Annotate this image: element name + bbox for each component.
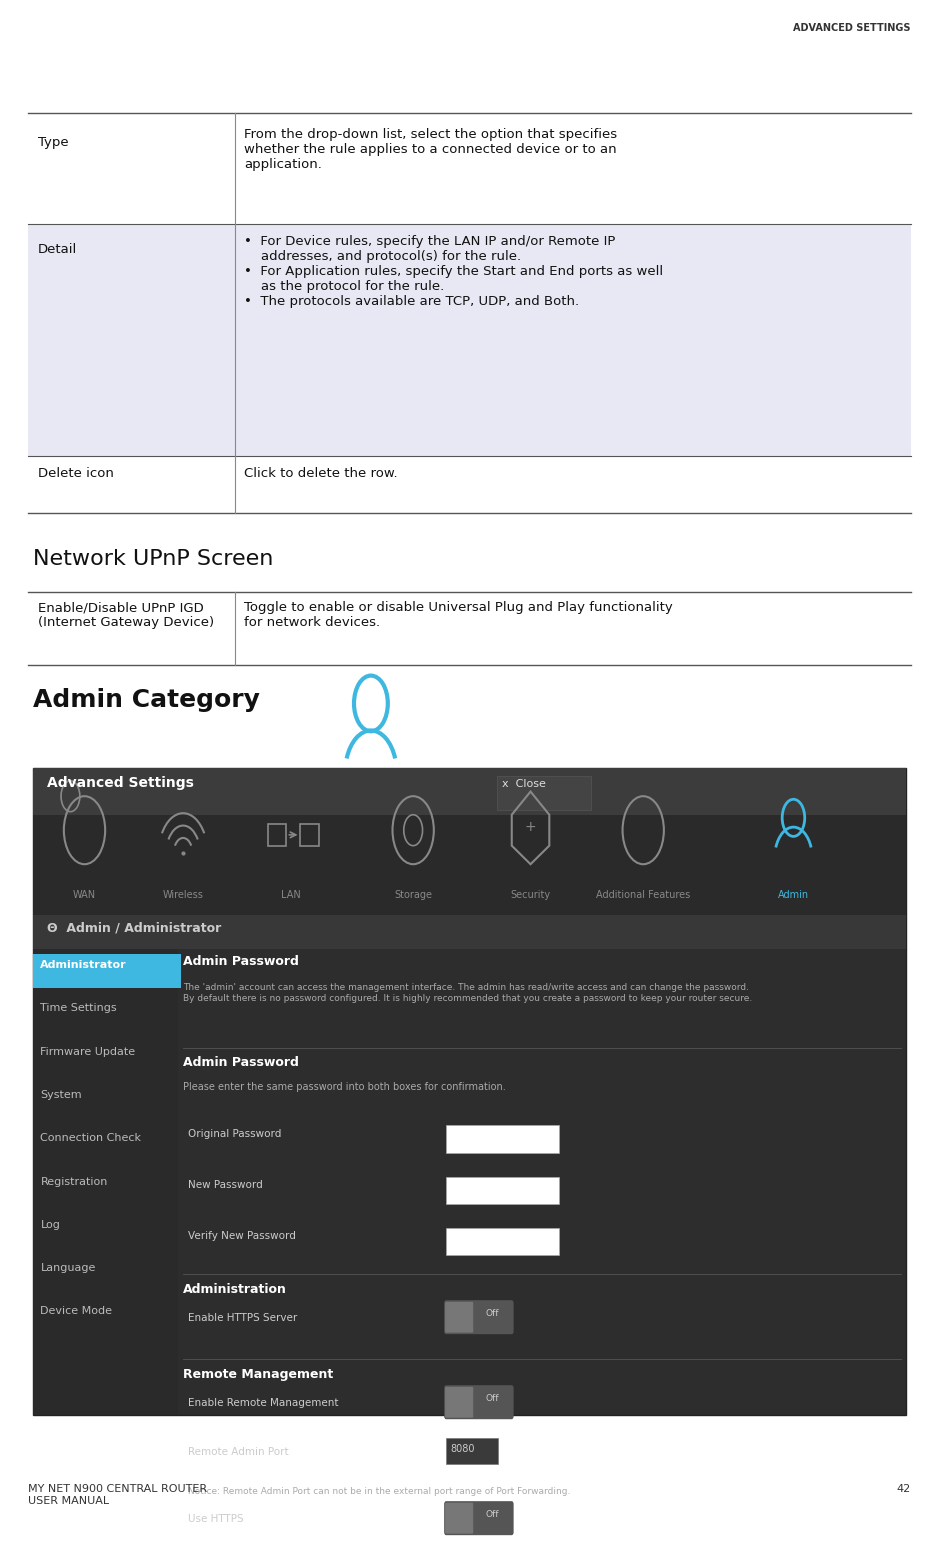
Text: Storage: Storage [394, 890, 432, 900]
Text: Original Password: Original Password [188, 1129, 281, 1138]
Text: •  For Device rules, specify the LAN IP and/or Remote IP
    addresses, and prot: • For Device rules, specify the LAN IP a… [244, 235, 663, 308]
Text: Admin: Admin [777, 890, 809, 900]
Text: LAN: LAN [281, 890, 301, 900]
Text: Off: Off [485, 1394, 499, 1404]
Bar [497, 776, 591, 810]
Text: ADVANCED SETTINGS: ADVANCED SETTINGS [793, 23, 911, 32]
Text: +: + [525, 819, 536, 835]
Bar [28, 592, 911, 665]
Text: Type: Type [38, 136, 69, 148]
Text: Administrator: Administrator [40, 960, 127, 969]
Text: Verify New Password: Verify New Password [188, 1231, 296, 1240]
Text: From the drop-down list, select the option that specifies
whether the rule appli: From the drop-down list, select the opti… [244, 128, 617, 172]
Bar [300, 824, 319, 846]
Text: Firmware Update: Firmware Update [40, 1047, 135, 1056]
Bar [446, 1177, 559, 1204]
Text: 42: 42 [897, 1484, 911, 1493]
Text: New Password: New Password [188, 1180, 263, 1189]
Bar [268, 824, 286, 846]
Text: Remote Management: Remote Management [183, 1368, 333, 1381]
Text: Language: Language [40, 1263, 96, 1272]
FancyBboxPatch shape [444, 1501, 514, 1535]
Text: Enable/Disable UPnP IGD
(Internet Gateway Device): Enable/Disable UPnP IGD (Internet Gatewa… [38, 601, 214, 629]
FancyBboxPatch shape [445, 1387, 473, 1418]
Text: Admin Category: Admin Category [33, 688, 260, 713]
Bar [446, 1228, 559, 1255]
Text: Off: Off [485, 1309, 499, 1319]
Bar [28, 456, 911, 513]
Text: System: System [40, 1090, 82, 1099]
Text: Toggle to enable or disable Universal Plug and Play functionality
for network de: Toggle to enable or disable Universal Pl… [244, 601, 673, 629]
Text: Log: Log [40, 1220, 60, 1229]
Text: Administration: Administration [183, 1283, 287, 1296]
Bar [33, 949, 178, 1415]
Text: Off: Off [485, 1510, 499, 1520]
FancyBboxPatch shape [445, 1503, 473, 1534]
Bar [33, 768, 906, 1415]
Bar [28, 224, 911, 456]
Text: Click to delete the row.: Click to delete the row. [244, 467, 398, 479]
Text: Network UPnP Screen: Network UPnP Screen [33, 549, 273, 569]
FancyBboxPatch shape [444, 1385, 514, 1419]
Bar [446, 1125, 559, 1153]
Bar [33, 954, 181, 988]
Text: Delete icon: Delete icon [38, 467, 114, 479]
FancyBboxPatch shape [444, 1300, 514, 1334]
Bar [33, 768, 906, 815]
Bar [28, 113, 911, 224]
Text: Remote Admin Port: Remote Admin Port [188, 1447, 288, 1456]
Text: The 'admin' account can access the management interface. The admin has read/writ: The 'admin' account can access the manag… [183, 983, 752, 1003]
Text: Time Settings: Time Settings [40, 1003, 117, 1013]
Text: Admin Password: Admin Password [183, 1056, 299, 1068]
Text: Enable Remote Management: Enable Remote Management [188, 1398, 338, 1407]
Text: WAN: WAN [73, 890, 96, 900]
Text: Notice: Remote Admin Port can not be in the external port range of Port Forwardi: Notice: Remote Admin Port can not be in … [188, 1487, 570, 1497]
Bar [446, 1438, 498, 1464]
Text: Θ  Admin / Administrator: Θ Admin / Administrator [47, 921, 222, 934]
Text: 8080: 8080 [451, 1444, 475, 1453]
Text: Detail: Detail [38, 243, 77, 255]
Text: Wireless: Wireless [162, 890, 204, 900]
Text: Connection Check: Connection Check [40, 1133, 142, 1142]
Bar [33, 815, 906, 915]
Text: x  Close: x Close [502, 779, 546, 788]
FancyBboxPatch shape [445, 1302, 473, 1333]
Text: MY NET N900 CENTRAL ROUTER
USER MANUAL: MY NET N900 CENTRAL ROUTER USER MANUAL [28, 1484, 208, 1506]
Text: Use HTTPS: Use HTTPS [188, 1514, 243, 1523]
Bar [33, 915, 906, 949]
Text: Additional Features: Additional Features [596, 890, 690, 900]
Text: Registration: Registration [40, 1177, 108, 1186]
Text: Admin Password: Admin Password [183, 955, 299, 968]
Text: Advanced Settings: Advanced Settings [47, 776, 193, 790]
Text: Enable HTTPS Server: Enable HTTPS Server [188, 1313, 297, 1322]
Text: Please enter the same password into both boxes for confirmation.: Please enter the same password into both… [183, 1082, 506, 1091]
Text: Device Mode: Device Mode [40, 1306, 113, 1316]
Text: Security: Security [511, 890, 550, 900]
